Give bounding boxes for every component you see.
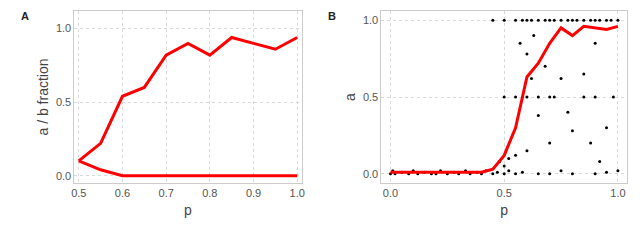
svg-text:0.5: 0.5 xyxy=(363,91,378,103)
svg-text:1.0: 1.0 xyxy=(363,14,378,26)
svg-text:1.0: 1.0 xyxy=(290,187,305,199)
svg-text:0.0: 0.0 xyxy=(363,168,378,180)
svg-text:1.0: 1.0 xyxy=(56,22,71,34)
svg-text:p: p xyxy=(500,202,508,218)
svg-text:0.8: 0.8 xyxy=(202,187,217,199)
svg-text:0.5: 0.5 xyxy=(497,187,512,199)
svg-text:1.0: 1.0 xyxy=(610,187,625,199)
svg-text:0.5: 0.5 xyxy=(56,96,71,108)
svg-text:p: p xyxy=(184,202,192,218)
svg-text:A: A xyxy=(21,10,29,22)
svg-text:0.5: 0.5 xyxy=(71,187,86,199)
svg-text:0.0: 0.0 xyxy=(383,187,398,199)
svg-text:0.6: 0.6 xyxy=(115,187,130,199)
svg-text:B: B xyxy=(328,10,336,22)
svg-text:a / b fraction: a / b fraction xyxy=(35,58,51,135)
svg-text:0.7: 0.7 xyxy=(159,187,174,199)
svg-text:0.0: 0.0 xyxy=(56,170,71,182)
svg-text:0.9: 0.9 xyxy=(246,187,261,199)
svg-text:a: a xyxy=(342,93,358,101)
